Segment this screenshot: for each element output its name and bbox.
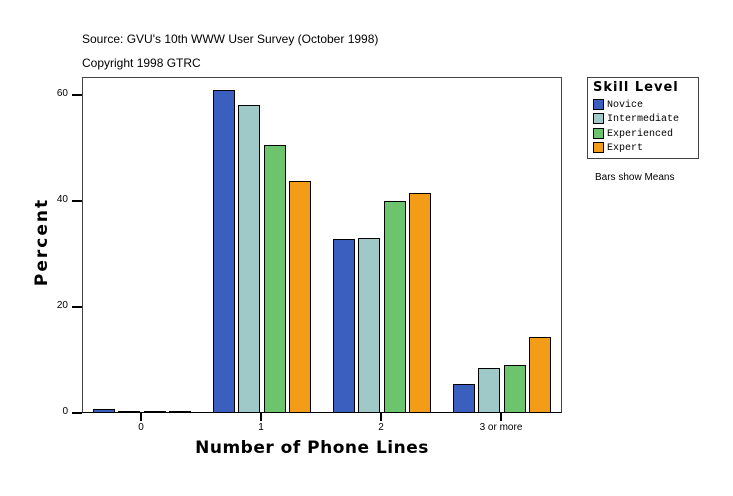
y-tick-label: 60	[56, 88, 68, 99]
bar-novice-0	[93, 408, 115, 413]
x-tick-label: 0	[138, 422, 144, 433]
swatch-icon	[593, 128, 604, 139]
bar-intermediate-3-or-more	[478, 367, 500, 413]
bar-expert-2	[409, 192, 431, 413]
x-tick	[380, 413, 382, 421]
swatch-icon	[593, 113, 604, 124]
bar-expert-3-or-more	[529, 337, 551, 413]
bar-novice-3-or-more	[453, 383, 475, 413]
source-caption: Source: GVU's 10th WWW User Survey (Octo…	[82, 32, 379, 46]
legend: Skill Level Novice Intermediate Experien…	[587, 77, 699, 159]
y-tick-label: 20	[56, 300, 68, 311]
x-tick-label: 3 or more	[479, 422, 523, 433]
legend-title: Skill Level	[593, 80, 679, 95]
bars-note: Bars show Means	[595, 172, 675, 183]
y-tick	[72, 412, 82, 414]
bar-experienced-3-or-more	[504, 364, 526, 413]
x-tick	[140, 413, 142, 421]
bar-experienced-1	[264, 144, 286, 413]
legend-item-novice: Novice	[593, 99, 643, 113]
x-axis-label: Number of Phone Lines	[195, 438, 429, 458]
bar-intermediate-1	[238, 104, 260, 413]
legend-item-intermediate: Intermediate	[593, 113, 679, 127]
swatch-icon	[593, 142, 604, 153]
swatch-icon	[593, 99, 604, 110]
bar-novice-2	[333, 239, 355, 413]
bar-experienced-0	[144, 410, 166, 413]
x-tick-label: 1	[258, 422, 264, 433]
y-tick-label: 40	[56, 194, 68, 205]
bar-experienced-2	[384, 201, 406, 413]
plot-area	[82, 77, 562, 413]
bar-expert-1	[289, 180, 311, 413]
y-tick	[72, 200, 82, 202]
bar-expert-0	[169, 411, 191, 413]
bar-intermediate-2	[358, 238, 380, 413]
bar-novice-1	[213, 89, 235, 413]
y-tick	[72, 306, 82, 308]
x-tick	[260, 413, 262, 421]
copyright-caption: Copyright 1998 GTRC	[82, 56, 201, 70]
y-tick-label: 0	[62, 406, 68, 417]
legend-item-expert: Expert	[593, 142, 643, 156]
bar-intermediate-0	[118, 411, 140, 413]
x-tick	[500, 413, 502, 421]
legend-item-experienced: Experienced	[593, 128, 673, 142]
y-axis-label: Percent	[32, 197, 52, 287]
y-tick	[72, 94, 82, 96]
x-tick-label: 2	[378, 422, 384, 433]
